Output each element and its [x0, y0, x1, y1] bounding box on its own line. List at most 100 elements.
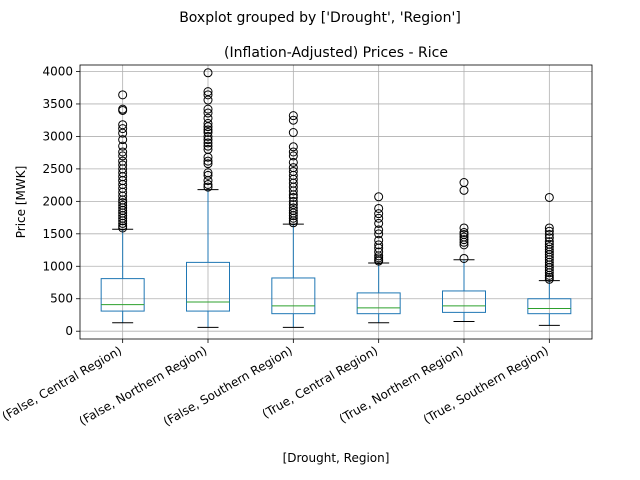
outlier-point	[544, 192, 554, 202]
outlier-point	[374, 218, 384, 228]
y-tick-label: 4000	[42, 64, 73, 78]
y-tick-label: 1000	[42, 259, 73, 273]
outlier-point	[374, 209, 384, 219]
plot-area-frame	[79, 64, 593, 340]
y-tick-label: 2500	[42, 162, 73, 176]
outlier-point	[288, 128, 298, 138]
box-group	[271, 111, 316, 328]
outlier-point	[544, 223, 554, 233]
y-tick-label: 3000	[42, 129, 73, 143]
outlier-point	[288, 205, 298, 215]
outlier-point	[288, 200, 298, 210]
outlier-point	[203, 141, 213, 151]
outlier-point	[118, 151, 128, 161]
outlier-point	[203, 159, 213, 169]
outlier-point	[544, 237, 554, 247]
y-tick-label: 500	[50, 292, 73, 306]
box-layer	[100, 68, 572, 328]
box-iqr	[527, 298, 572, 315]
outlier-point	[459, 253, 469, 263]
outlier-point	[118, 160, 128, 170]
outlier-point	[203, 179, 213, 189]
box-iqr	[100, 278, 145, 312]
x-axis-label: [Drought, Region]	[283, 451, 390, 465]
box-iqr	[186, 261, 230, 312]
outlier-point	[203, 156, 213, 166]
y-axis-label: Price [MWK]	[14, 166, 28, 239]
outlier-point	[203, 125, 213, 135]
outlier-point	[203, 90, 213, 100]
box-iqr	[442, 290, 486, 313]
tick-layer: 05001000150020002500300035004000(False, …	[0, 64, 551, 428]
box-group	[100, 90, 145, 324]
outlier-point	[288, 192, 298, 202]
outlier-point	[203, 104, 213, 114]
outlier-point	[118, 198, 128, 208]
outlier-point	[544, 233, 554, 243]
outlier-point	[203, 128, 213, 138]
outlier-point	[288, 157, 298, 167]
outlier-point	[459, 232, 469, 242]
outlier-point	[118, 135, 128, 145]
outlier-point	[118, 90, 128, 100]
outlier-point	[203, 87, 213, 97]
chart-suptitle: Boxplot grouped by ['Drought', 'Region']	[179, 10, 461, 26]
outlier-point	[118, 147, 128, 157]
outlier-point	[288, 147, 298, 157]
chart-title: (Inflation-Adjusted) Prices - Rice	[224, 45, 448, 61]
outlier-point	[288, 151, 298, 161]
box-iqr	[271, 277, 316, 315]
y-tick-label: 1500	[42, 227, 73, 241]
outlier-point	[374, 192, 384, 202]
outlier-point	[203, 118, 213, 128]
outlier-point	[203, 131, 213, 141]
outlier-point	[544, 242, 554, 252]
box-group	[527, 192, 572, 326]
outlier-point	[288, 142, 298, 152]
outlier-point	[544, 229, 554, 239]
outlier-point	[459, 178, 469, 188]
outlier-point	[374, 229, 384, 239]
outlier-point	[374, 247, 384, 257]
outlier-point	[118, 200, 128, 210]
outlier-point	[203, 144, 213, 154]
outlier-point	[118, 104, 128, 114]
y-tick-label: 2000	[42, 194, 73, 208]
outlier-point	[118, 141, 128, 151]
outlier-point	[544, 239, 554, 249]
outlier-point	[374, 235, 384, 245]
outlier-point	[459, 228, 469, 238]
outlier-point	[118, 124, 128, 134]
outlier-point	[288, 111, 298, 121]
outlier-point	[374, 225, 384, 235]
outlier-point	[203, 113, 213, 123]
outlier-point	[288, 163, 298, 173]
outlier-point	[203, 68, 213, 78]
outlier-point	[288, 196, 298, 206]
y-tick-label: 0	[65, 324, 73, 338]
outlier-point	[203, 182, 213, 192]
outlier-point	[544, 226, 554, 236]
outlier-point	[118, 156, 128, 166]
outlier-point	[459, 235, 469, 245]
y-tick-label: 3500	[42, 97, 73, 111]
box-group	[442, 178, 486, 322]
outlier-point	[203, 108, 213, 118]
outlier-point	[459, 223, 469, 233]
outlier-point	[374, 213, 384, 223]
outlier-point	[203, 138, 213, 148]
outlier-point	[203, 168, 213, 178]
outlier-point	[118, 120, 128, 130]
outlier-point	[288, 166, 298, 176]
outlier-point	[203, 135, 213, 145]
outlier-point	[374, 240, 384, 250]
outlier-point	[288, 115, 298, 125]
outlier-point	[288, 203, 298, 213]
outlier-point	[203, 170, 213, 180]
box-iqr	[356, 292, 401, 315]
box-group	[356, 192, 401, 324]
outlier-point	[374, 203, 384, 213]
box-group	[186, 68, 230, 328]
